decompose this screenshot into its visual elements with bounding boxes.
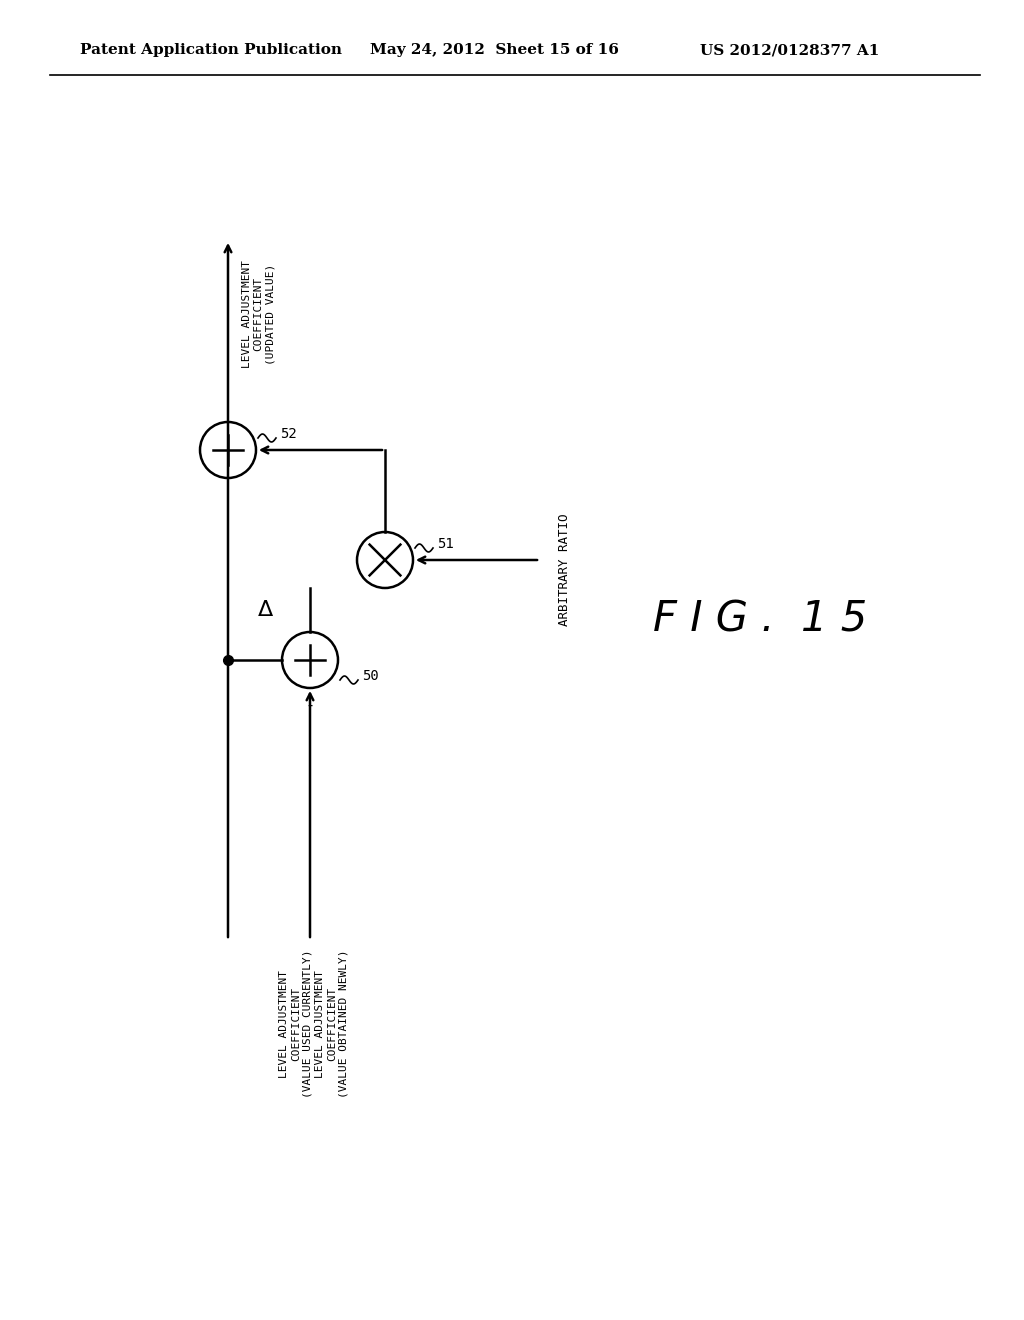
Text: 50: 50 [362,669,379,682]
Text: Δ: Δ [257,601,272,620]
Text: -: - [305,698,314,713]
Text: 51: 51 [437,537,454,550]
Text: ARBITRARY RATIO: ARBITRARY RATIO [558,513,571,626]
Text: US 2012/0128377 A1: US 2012/0128377 A1 [700,44,880,57]
Text: LEVEL ADJUSTMENT
COEFFICIENT
(UPDATED VALUE): LEVEL ADJUSTMENT COEFFICIENT (UPDATED VA… [242,260,275,368]
Text: 52: 52 [280,426,297,441]
Text: F I G .  1 5: F I G . 1 5 [653,599,867,642]
Text: May 24, 2012  Sheet 15 of 16: May 24, 2012 Sheet 15 of 16 [370,44,618,57]
Text: LEVEL ADJUSTMENT
COEFFICIENT
(VALUE OBTAINED NEWLY): LEVEL ADJUSTMENT COEFFICIENT (VALUE OBTA… [315,950,348,1098]
Text: Patent Application Publication: Patent Application Publication [80,44,342,57]
Text: LEVEL ADJUSTMENT
COEFFICIENT
(VALUE USED CURRENTLY): LEVEL ADJUSTMENT COEFFICIENT (VALUE USED… [280,950,312,1098]
